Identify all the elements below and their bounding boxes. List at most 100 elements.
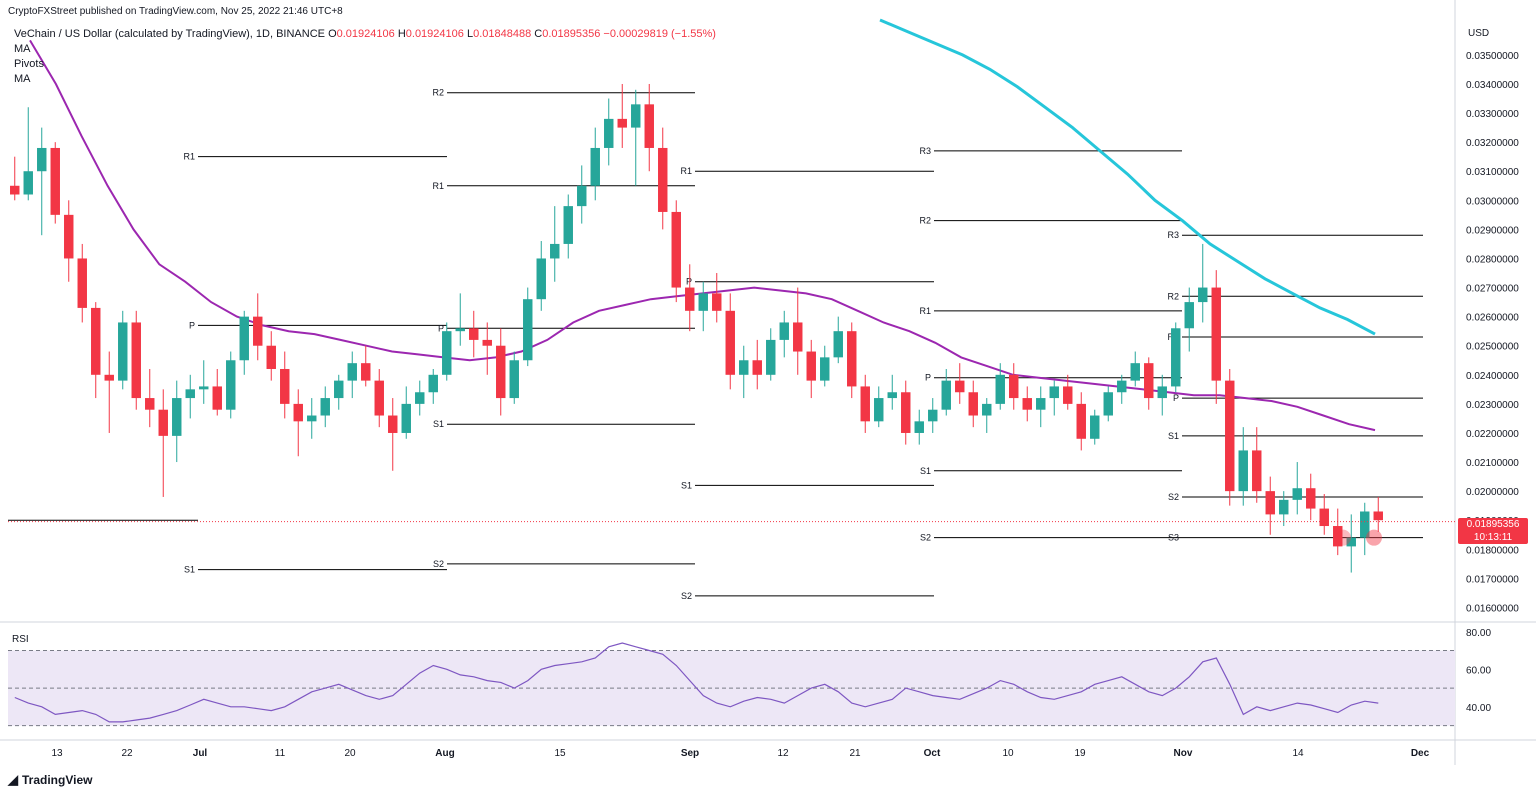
candle-body [1063,386,1073,404]
time-tick-label: 22 [121,748,133,759]
candle-layer [8,83,1455,573]
candle-body [280,368,290,404]
price-tick-label: 0.02700000 [1466,284,1519,295]
candle-body [1225,380,1235,492]
candle-body [23,171,33,195]
candle-body [644,104,654,148]
pivot-label: R1 [183,152,195,162]
pivot-label: S1 [433,419,444,429]
candle-body [1333,526,1343,547]
candle-body [415,392,425,404]
candle-body [482,339,492,346]
candle-body [212,386,222,410]
candle-body [1265,491,1275,515]
tradingview-brand[interactable]: ◢ TradingView [8,772,92,788]
candle-body [1306,488,1316,509]
candle-body [226,360,236,410]
publisher-line: CryptoFXStreet published on TradingView.… [8,6,343,17]
price-tick-label: 0.02100000 [1466,458,1519,469]
pivot-label: P [1173,393,1179,403]
candle-body [955,380,965,393]
candle-body [887,392,897,399]
candle-body [37,147,47,172]
candle-body [617,118,627,128]
candle-body [77,258,87,308]
time-tick-label: Sep [681,748,699,759]
rsi-tick-label: 40.00 [1466,703,1491,714]
currency-label: USD [1468,28,1490,39]
time-tick-label: 14 [1292,748,1304,759]
price-tick-label: 0.03400000 [1466,80,1519,91]
rsi-layer: 80.00 60.00 40.00 [8,628,1491,727]
candle-body [1292,488,1302,500]
price-tick-label: 0.02900000 [1466,225,1519,236]
candle-body [104,374,114,381]
candle-body [118,322,128,381]
candle-body [1360,511,1370,538]
candle-body [1036,398,1046,410]
time-tick-label: Oct [924,748,941,759]
indicator-ma2-label[interactable]: MA [14,73,31,85]
pivot-label: S2 [681,591,692,601]
candle-body [806,351,816,381]
candle-body [388,415,398,433]
candle-body [1049,386,1059,399]
candle-body [334,380,344,399]
tradingview-logo-icon: ◢ [8,772,18,787]
pivot-label: P [189,320,195,330]
time-tick-label: Nov [1174,748,1193,759]
candle-body [968,392,978,416]
candle-body [1198,287,1208,303]
pivot-label: S2 [1168,492,1179,502]
candle-body [1157,386,1167,399]
candle-body [374,380,384,416]
candle-body [752,360,762,375]
candle-body [914,421,924,433]
candle-body [874,398,884,422]
pivot-label: S1 [1168,431,1179,441]
time-tick-label: 10 [1002,748,1014,759]
marker-layer [1335,529,1382,546]
pivot-label: S1 [920,466,931,476]
indicator-ma-label[interactable]: MA [14,43,31,55]
indicator-pivots-label[interactable]: Pivots [14,58,44,70]
candle-body [253,316,263,346]
price-tick-label: 0.02000000 [1466,487,1519,498]
candle-body [1144,363,1154,399]
pivot-label: R2 [919,216,931,226]
candle-body [1076,403,1086,439]
candle-body [266,345,276,369]
candle-body [347,363,357,381]
price-tick-label: 0.01700000 [1466,574,1519,585]
candle-body [725,310,735,375]
candle-body [1009,374,1019,399]
candle-body [901,392,911,433]
candle-body [982,403,992,416]
time-tick-label: 12 [777,748,789,759]
price-tick-label: 0.03000000 [1466,196,1519,207]
candle-body [550,243,560,259]
price-tick-label: 0.03300000 [1466,109,1519,120]
pivot-label: R3 [1167,230,1179,240]
candle-body [442,331,452,375]
rsi-label[interactable]: RSI [12,634,29,645]
pivot-label: S2 [920,533,931,543]
candle-body [1117,380,1127,393]
candle-body [1184,302,1194,329]
candle-body [361,363,371,381]
candle-body [739,360,749,375]
candle-body [10,185,20,195]
ohlc-values: O0.01924106 H0.01924106 L0.01848488 C0.0… [328,28,716,40]
candle-body [172,398,182,436]
candle-body [1252,450,1262,492]
price-tick-label: 0.01800000 [1466,545,1519,556]
symbol-header[interactable]: VeChain / US Dollar (calculated by Tradi… [14,28,716,40]
candle-body [469,328,479,340]
candle-body [658,147,668,212]
candle-body [671,211,681,288]
candle-body [401,403,411,433]
candle-body [820,357,830,381]
price-tick-label: 0.02600000 [1466,313,1519,324]
candle-body [1346,537,1356,547]
